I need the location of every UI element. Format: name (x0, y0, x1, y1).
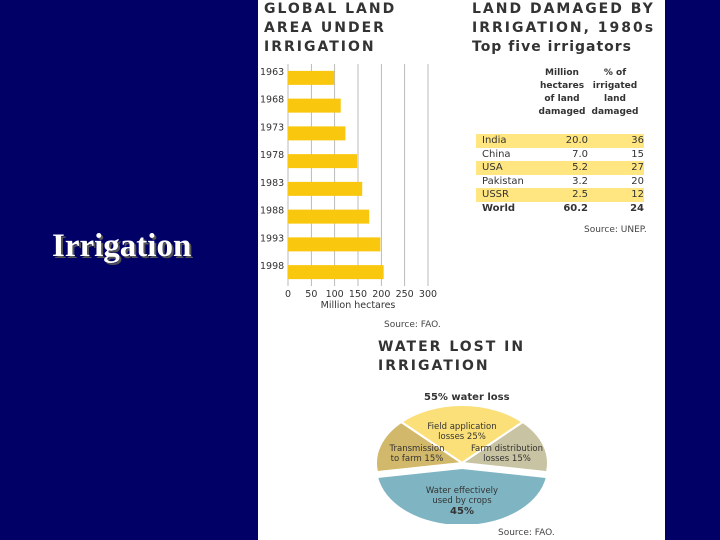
y-tick-label: 1998 (260, 261, 284, 272)
table-row: India 20.0 36 (476, 134, 644, 148)
pie-slice-label: Field application losses 25% (427, 422, 496, 442)
pie-slice (375, 420, 465, 474)
cell-country: Pakistan (482, 175, 524, 187)
bar (288, 154, 358, 169)
irrigation-area-bar-chart: 0 50 100 150 200 250 300 1963 1968 1973 1978 1983 19… (260, 64, 437, 311)
table-row: USSR 2.5 12 (476, 188, 644, 202)
table-row: Pakistan 3.2 20 (476, 175, 644, 189)
pie-slice (459, 420, 549, 474)
cell-country: USA (482, 162, 503, 174)
bar (288, 237, 381, 252)
x-tick-label: 200 (372, 289, 390, 300)
cell-percent: 20 (631, 175, 644, 187)
land-damaged-table: India 20.0 36 China 7.0 15 USA 5.2 27 Pakistan 3.2… (476, 134, 644, 215)
y-tick-label: 1988 (260, 206, 284, 217)
pie-slice-label: Farm distribution losses 15% (471, 444, 543, 464)
table-row: China 7.0 15 (476, 148, 644, 162)
cell-percent: 24 (630, 202, 644, 214)
land-damaged-title: LAND DAMAGED BY IRRIGATION, 1980s (472, 1, 656, 36)
water-loss-annotation: 55% water loss (424, 392, 510, 403)
x-tick-label: 50 (305, 289, 317, 300)
cell-percent: 15 (631, 148, 644, 160)
pie-slice-label: Water effectively used by crops 45% (426, 486, 498, 517)
cell-hectares: 20.0 (565, 135, 588, 147)
bar (288, 98, 341, 113)
cell-percent: 12 (631, 189, 644, 201)
infographic-panel: GLOBAL LAND AREA UNDER IRRIGATION 0 50 100… (258, 0, 665, 540)
land-damaged-subtitle: Top five irrigators (472, 39, 633, 55)
cell-country: India (482, 135, 507, 147)
bar (288, 70, 335, 85)
column-header-hectares: Million hectares of land damaged (538, 68, 586, 117)
table-row: USA 5.2 27 (476, 161, 644, 175)
pie-slice (375, 466, 549, 524)
pie-slice (399, 404, 525, 465)
x-tick-label: 150 (349, 289, 367, 300)
table-row: World 60.2 24 (476, 202, 644, 216)
cell-hectares: 60.2 (563, 202, 588, 214)
cell-percent: 36 (631, 135, 644, 147)
cell-hectares: 3.2 (572, 175, 588, 187)
water-lost-title: WATER LOST IN IRRIGATION (378, 339, 526, 374)
cell-country: USSR (482, 189, 509, 201)
irrigation-area-title: GLOBAL LAND AREA UNDER IRRIGATION (264, 1, 397, 55)
x-tick-label: 250 (396, 289, 414, 300)
water-lost-source: Source: FAO. (498, 528, 555, 538)
y-tick-label: 1993 (260, 233, 284, 244)
y-tick-label: 1983 (260, 178, 284, 189)
bar (288, 265, 384, 280)
pie-value-label: 45% (450, 506, 474, 517)
x-tick-label: 100 (326, 289, 344, 300)
pie-slice-label: Transmission to farm 15% (389, 444, 445, 464)
irrigation-area-source: Source: FAO. (384, 320, 441, 330)
bar (288, 209, 370, 224)
y-tick-label: 1963 (260, 67, 284, 78)
cell-percent: 27 (631, 162, 644, 174)
x-axis-label: Million hectares (321, 300, 396, 311)
cell-country: World (482, 202, 516, 214)
y-tick-label: 1978 (260, 150, 284, 161)
column-header-percent: % of irrigated land damaged (591, 68, 639, 117)
x-tick-label: 300 (419, 289, 437, 300)
water-lost-pie-chart: Field application losses 25%Farm distribu… (375, 404, 549, 524)
cell-country: China (482, 148, 511, 160)
y-tick-label: 1968 (260, 95, 284, 106)
land-damaged-source: Source: UNEP. (584, 225, 647, 235)
cell-hectares: 2.5 (572, 189, 588, 201)
x-tick-label: 0 (285, 289, 291, 300)
cell-hectares: 5.2 (572, 162, 588, 174)
bar (288, 126, 346, 141)
bar (288, 181, 363, 196)
cell-hectares: 7.0 (572, 148, 588, 160)
y-tick-label: 1973 (260, 122, 284, 133)
slide-title: Irrigation (52, 228, 192, 264)
